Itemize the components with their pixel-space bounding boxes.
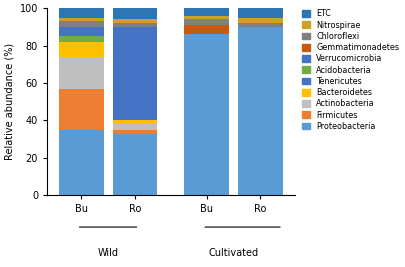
Bar [113, 8, 158, 19]
Bar [238, 23, 283, 27]
Bar [238, 27, 283, 195]
Bar [59, 130, 104, 195]
Bar [59, 42, 104, 57]
Bar [113, 27, 158, 120]
Bar [184, 16, 229, 19]
Bar [238, 18, 283, 23]
Bar [113, 23, 158, 27]
Bar [113, 120, 158, 124]
Bar [59, 89, 104, 130]
Bar [238, 8, 283, 18]
Text: Cultivated: Cultivated [209, 248, 259, 258]
Bar [59, 36, 104, 42]
Bar [113, 19, 158, 23]
Bar [184, 8, 229, 16]
Bar [59, 18, 104, 21]
Bar [113, 130, 158, 134]
Text: Wild: Wild [98, 248, 119, 258]
Bar [59, 8, 104, 18]
Bar [59, 21, 104, 27]
Bar [184, 34, 229, 195]
Legend: ETC, Nitrospirae, Chloroflexi, Gemmatimonadetes, Verrucomicrobia, Acidobacteria,: ETC, Nitrospirae, Chloroflexi, Gemmatimo… [301, 9, 400, 132]
Bar [59, 27, 104, 36]
Bar [113, 134, 158, 195]
Bar [113, 124, 158, 130]
Bar [59, 57, 104, 89]
Y-axis label: Relative abundance (%): Relative abundance (%) [4, 43, 14, 160]
Bar [184, 25, 229, 34]
Bar [184, 19, 229, 25]
